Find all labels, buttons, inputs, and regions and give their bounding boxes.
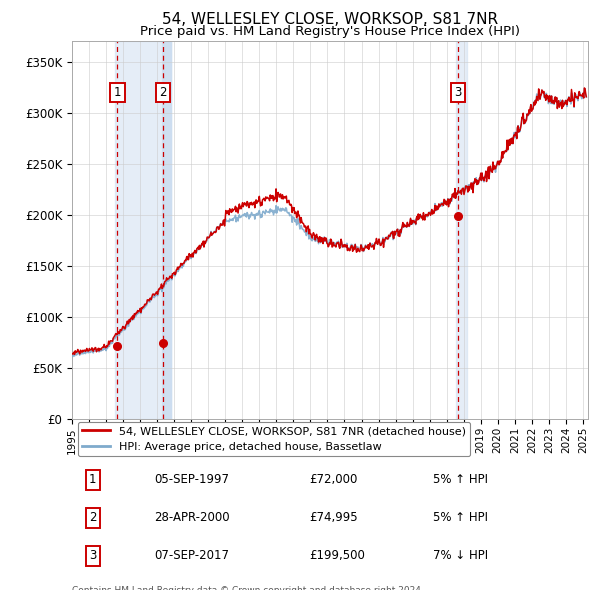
- Bar: [455, 41, 467, 419]
- Text: 1: 1: [114, 86, 121, 99]
- Text: 3: 3: [89, 549, 97, 562]
- Text: 07-SEP-2017: 07-SEP-2017: [155, 549, 230, 562]
- Text: £72,000: £72,000: [310, 473, 358, 486]
- Text: 28-APR-2000: 28-APR-2000: [155, 512, 230, 525]
- Text: 05-SEP-1997: 05-SEP-1997: [155, 473, 230, 486]
- Text: 5% ↑ HPI: 5% ↑ HPI: [433, 473, 488, 486]
- Text: 7% ↓ HPI: 7% ↓ HPI: [433, 549, 488, 562]
- Bar: [162, 41, 171, 419]
- Text: £199,500: £199,500: [310, 549, 365, 562]
- Text: 54, WELLESLEY CLOSE, WORKSOP, S81 7NR: 54, WELLESLEY CLOSE, WORKSOP, S81 7NR: [162, 12, 498, 27]
- Text: 1: 1: [89, 473, 97, 486]
- Bar: [115, 41, 171, 419]
- Text: 3: 3: [454, 86, 462, 99]
- Text: £74,995: £74,995: [310, 512, 358, 525]
- Bar: [163, 41, 171, 419]
- Text: 2: 2: [89, 512, 97, 525]
- Text: Price paid vs. HM Land Registry's House Price Index (HPI): Price paid vs. HM Land Registry's House …: [140, 25, 520, 38]
- Legend: 54, WELLESLEY CLOSE, WORKSOP, S81 7NR (detached house), HPI: Average price, deta: 54, WELLESLEY CLOSE, WORKSOP, S81 7NR (d…: [77, 422, 470, 456]
- Text: 5% ↑ HPI: 5% ↑ HPI: [433, 512, 488, 525]
- Text: Contains HM Land Registry data © Crown copyright and database right 2024.
This d: Contains HM Land Registry data © Crown c…: [72, 586, 424, 590]
- Text: 2: 2: [159, 86, 166, 99]
